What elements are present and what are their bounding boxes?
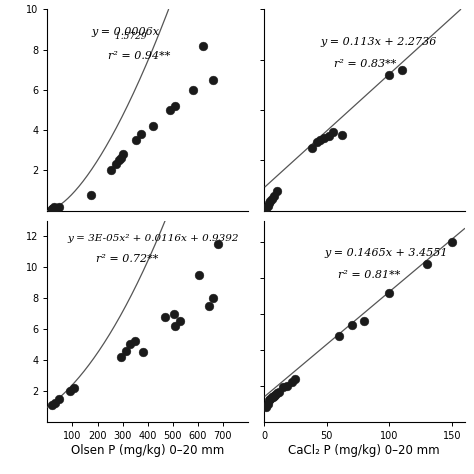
Point [325, 132, 333, 140]
Point [265, 199, 273, 206]
Point [50, 205, 57, 212]
Point [292, 375, 299, 383]
Point [320, 135, 328, 142]
Point [448, 238, 456, 246]
Point [70, 384, 78, 392]
Point [176, 318, 184, 325]
Point [308, 145, 315, 152]
Point [268, 393, 275, 401]
Point [139, 348, 146, 356]
Point [266, 395, 274, 402]
Point [118, 155, 125, 162]
Point [118, 353, 125, 361]
Point [283, 382, 291, 390]
Text: r² = 0.81**: r² = 0.81** [338, 270, 401, 280]
Point [162, 313, 169, 320]
Point [270, 192, 278, 200]
Point [288, 379, 295, 386]
Point [137, 130, 145, 138]
Point [264, 400, 272, 408]
Point [263, 204, 270, 211]
Point [66, 387, 74, 395]
Point [195, 271, 203, 279]
Point [273, 187, 280, 194]
Point [398, 66, 406, 73]
Point [336, 332, 343, 339]
Text: y = 3E-05x² + 0.0116x + 0.9392: y = 3E-05x² + 0.0116x + 0.9392 [67, 234, 239, 243]
Point [88, 191, 95, 198]
Point [338, 131, 346, 139]
Text: 1.5729: 1.5729 [91, 32, 146, 41]
Point [127, 341, 134, 348]
Point [275, 388, 283, 395]
X-axis label: CaCl₂ P (mg/kg) 0–20 mm: CaCl₂ P (mg/kg) 0–20 mm [289, 444, 440, 456]
Point [51, 203, 58, 211]
Point [49, 205, 56, 213]
Point [385, 289, 393, 296]
Point [270, 392, 278, 400]
Point [214, 240, 222, 248]
Point [108, 167, 115, 174]
Point [273, 389, 280, 397]
Point [266, 197, 274, 204]
Point [49, 401, 56, 409]
Point [423, 260, 431, 268]
Point [272, 391, 279, 398]
Point [55, 395, 63, 402]
Text: r² = 0.83**: r² = 0.83** [334, 59, 397, 69]
Point [166, 106, 174, 114]
Point [49, 205, 57, 212]
Point [209, 294, 217, 302]
Point [199, 42, 207, 49]
Point [123, 347, 130, 355]
X-axis label: Olsen P (mg/kg) 0–20 mm: Olsen P (mg/kg) 0–20 mm [71, 444, 224, 456]
Point [205, 302, 213, 310]
Point [263, 404, 270, 411]
Point [268, 195, 275, 202]
Point [329, 128, 337, 136]
Point [115, 156, 123, 164]
Point [133, 137, 140, 144]
Point [172, 102, 179, 110]
Point [170, 310, 178, 317]
Point [209, 76, 217, 84]
Point [279, 383, 287, 391]
Point [172, 322, 179, 330]
Point [385, 71, 393, 79]
Point [189, 86, 197, 94]
Point [313, 138, 320, 146]
Text: y = 0.113x + 2.2736: y = 0.113x + 2.2736 [320, 36, 437, 46]
Point [317, 137, 324, 144]
Point [51, 400, 59, 407]
Point [265, 397, 273, 404]
Point [112, 161, 120, 168]
Point [149, 122, 156, 130]
Text: r² = 0.72**: r² = 0.72** [96, 254, 158, 264]
Point [269, 393, 276, 401]
Text: r² = 0.94**: r² = 0.94** [108, 51, 170, 61]
Text: y = 0.0006x: y = 0.0006x [91, 27, 160, 36]
Point [48, 205, 56, 213]
Point [348, 321, 356, 328]
Point [131, 337, 139, 345]
Point [55, 203, 63, 210]
Text: y = 0.1465x + 3.4551: y = 0.1465x + 3.4551 [324, 248, 447, 258]
Point [119, 151, 127, 158]
Point [360, 318, 368, 325]
Point [264, 202, 272, 210]
